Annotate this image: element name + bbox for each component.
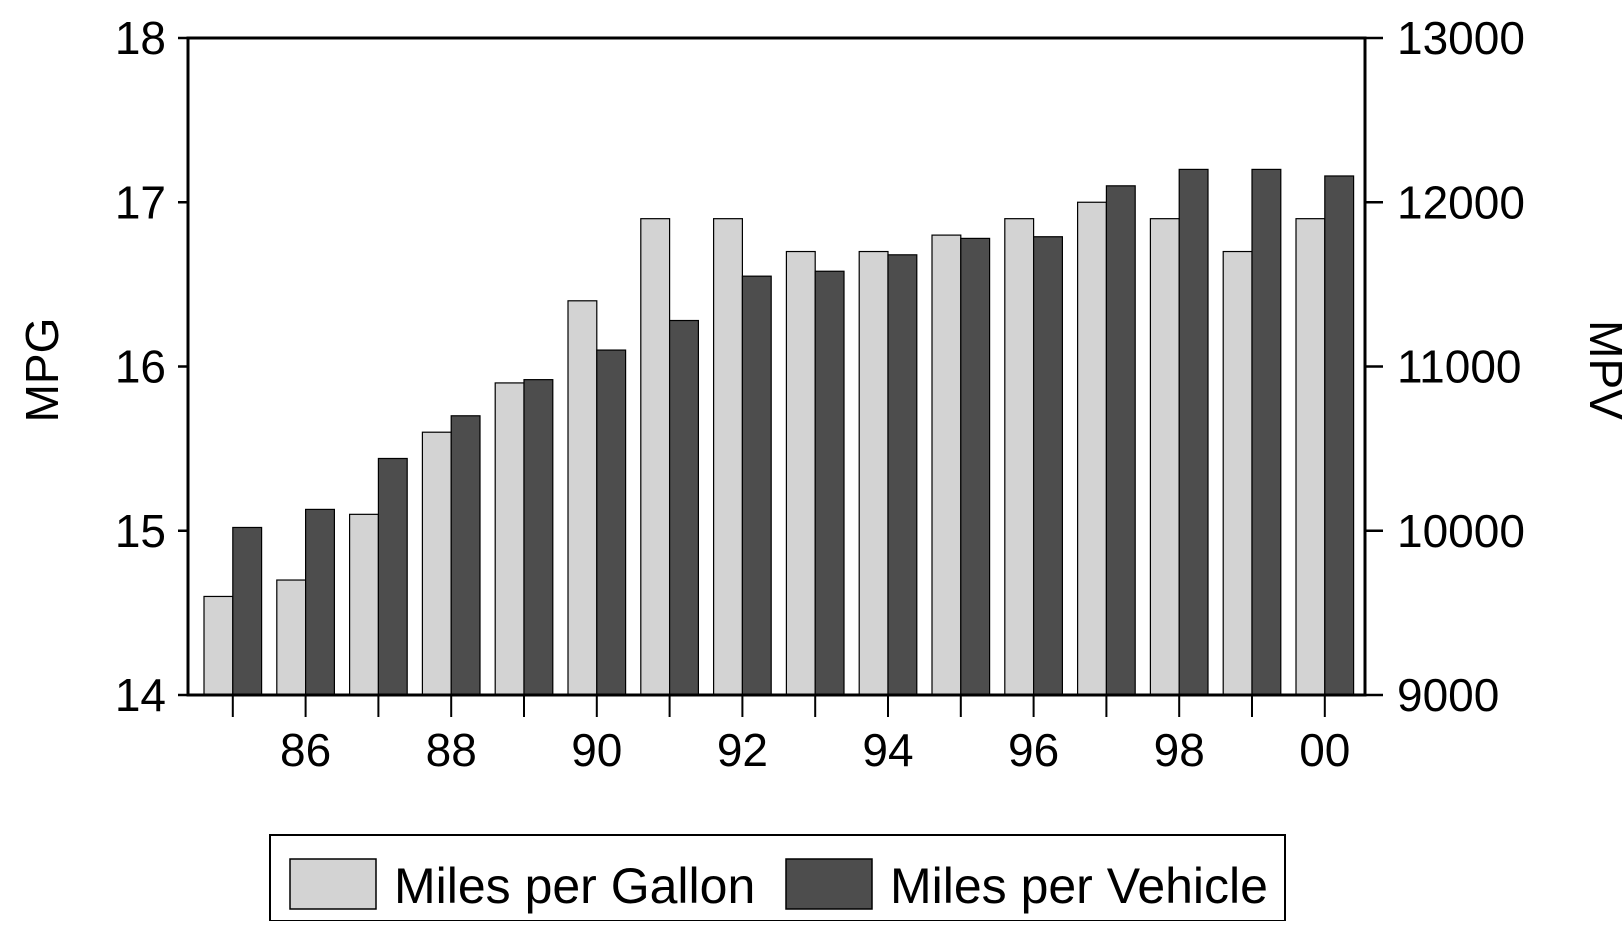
x-tick-label: 88 (426, 724, 477, 776)
bar-mpv-95 (960, 237, 991, 696)
x-tick-label: 92 (717, 724, 768, 776)
y-right-tick-label: 13000 (1397, 12, 1525, 64)
bar-mpv-91 (668, 319, 699, 696)
bar-mpv-96 (1032, 236, 1063, 696)
legend: Miles per Gallon Miles per Vehicle (269, 834, 1286, 922)
bar-mpg-90 (567, 300, 598, 696)
bar-mpg-94 (858, 250, 889, 696)
legend-swatch-mpv (785, 858, 873, 910)
bar-mpv-90 (596, 349, 627, 696)
bar-mpg-92 (712, 218, 743, 696)
legend-label-mpv: Miles per Vehicle (890, 858, 1268, 914)
y-right-tick-label: 11000 (1397, 341, 1522, 393)
bar-mpg-97 (1076, 201, 1107, 696)
bar-mpv-92 (741, 275, 772, 696)
bar-mpg-96 (1004, 218, 1035, 696)
bar-mpv-87 (377, 457, 408, 696)
y-right-tick-label: 12000 (1397, 176, 1525, 228)
bar-mpv-97 (1105, 185, 1136, 696)
bars-layer (203, 168, 1355, 696)
bar-mpv-98 (1178, 168, 1209, 696)
bar-mpv-88 (450, 415, 481, 696)
y-left-tick-label: 14 (115, 669, 166, 721)
bar-mpg-93 (785, 250, 816, 696)
y-left-tick-label: 18 (115, 12, 166, 64)
bar-mpv-93 (814, 270, 845, 696)
bar-mpg-86 (276, 579, 307, 696)
y-right-tick-label: 10000 (1397, 505, 1525, 557)
legend-label-mpg: Miles per Gallon (394, 858, 755, 914)
bar-mpv-85 (232, 526, 263, 696)
bar-mpg-00 (1295, 218, 1326, 696)
bar-mpv-00 (1324, 175, 1355, 696)
x-tick-label: 00 (1299, 724, 1350, 776)
legend-box (269, 834, 1286, 922)
x-tick-label: 90 (571, 724, 622, 776)
x-tick-label: 86 (280, 724, 331, 776)
y-left-axis-title: MPG (16, 318, 68, 423)
bar-mpv-89 (523, 379, 554, 696)
bar-mpg-91 (640, 218, 671, 696)
bar-mpg-95 (931, 234, 962, 696)
bar-mpg-87 (349, 513, 380, 696)
x-tick-label: 94 (862, 724, 913, 776)
bar-mpv-86 (305, 508, 336, 696)
x-tick-label: 98 (1154, 724, 1205, 776)
bar-mpg-88 (421, 431, 452, 696)
bar-mpv-99 (1251, 168, 1282, 696)
y-right-tick-label: 9000 (1397, 669, 1499, 721)
bar-mpv-94 (887, 254, 918, 696)
bar-mpg-98 (1149, 218, 1180, 696)
y-left-tick-label: 17 (115, 176, 166, 228)
bar-mpg-99 (1222, 250, 1253, 696)
legend-swatch-mpg (289, 858, 377, 910)
bar-mpg-89 (494, 382, 525, 696)
y-left-tick-label: 16 (115, 341, 166, 393)
x-tick-label: 96 (1008, 724, 1059, 776)
y-left-tick-label: 15 (115, 505, 166, 557)
y-right-axis-title: MPV (1580, 320, 1623, 420)
bar-mpg-85 (203, 595, 234, 696)
